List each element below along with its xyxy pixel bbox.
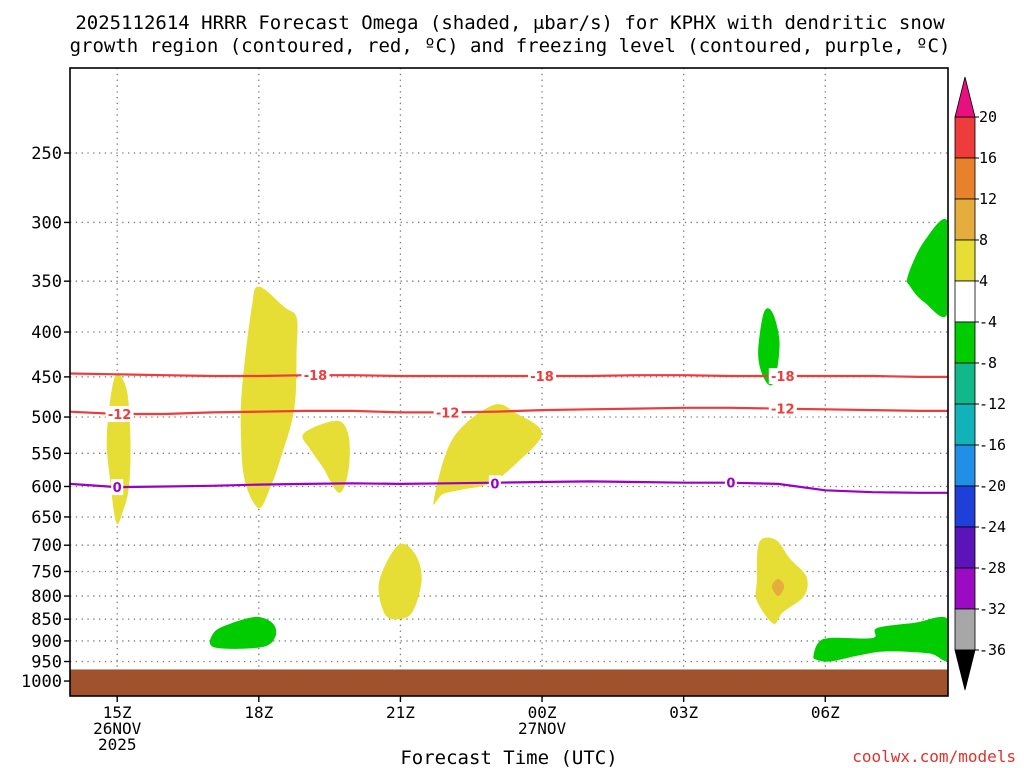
colorbar-tick-label: -20 bbox=[979, 477, 1006, 495]
y-tick-label: 350 bbox=[31, 272, 62, 292]
colorbar-tick-label: 20 bbox=[979, 108, 997, 126]
colorbar-tick-label: -28 bbox=[979, 559, 1006, 577]
omega-region bbox=[209, 616, 277, 649]
colorbar-bin bbox=[954, 403, 976, 446]
contour-label: -12 bbox=[108, 408, 132, 423]
colorbar-bin bbox=[954, 239, 976, 282]
colorbar-bin bbox=[954, 526, 976, 569]
colorbar-bin bbox=[954, 444, 976, 487]
x-tick-label: 27NOV bbox=[518, 719, 567, 738]
y-tick-label: 300 bbox=[31, 213, 62, 233]
colorbar-tick-label: -16 bbox=[979, 436, 1006, 454]
contour-label: -12 bbox=[771, 403, 795, 418]
colorbar-under-triangle bbox=[954, 649, 976, 691]
chart-title-line-1: 2025112614 HRRR Forecast Omega (shaded, … bbox=[75, 12, 945, 34]
contour-label: 0 bbox=[490, 477, 499, 492]
y-tick-label: 900 bbox=[31, 632, 62, 652]
y-tick-label: 700 bbox=[31, 536, 62, 556]
y-tick-label: 400 bbox=[31, 323, 62, 343]
contour-label: -18 bbox=[771, 370, 795, 385]
omega-region bbox=[813, 616, 948, 662]
y-axis-ticks: 2503003504004505005506006507007508008509… bbox=[21, 144, 70, 692]
chart-title-line-2: growth region (contoured, red, ºC) and f… bbox=[70, 35, 951, 57]
contour-label-bg bbox=[301, 367, 330, 384]
colorbar-tick-label: -4 bbox=[979, 313, 997, 331]
plot-background bbox=[70, 68, 948, 696]
colorbar-tick-label: -24 bbox=[979, 518, 1006, 536]
contour-label: -18 bbox=[530, 370, 554, 385]
x-tick-label: 26NOV bbox=[93, 719, 142, 738]
omega-region bbox=[906, 219, 948, 318]
plot-frame bbox=[69, 67, 949, 697]
colorbar-bin bbox=[954, 362, 976, 405]
contour-label-bg bbox=[488, 475, 501, 492]
colorbar-tick-label: 12 bbox=[979, 190, 997, 208]
credit-text: coolwx.com/models bbox=[852, 747, 1016, 766]
contour-label-bg bbox=[768, 400, 797, 417]
contour-label-bg bbox=[724, 474, 737, 491]
contour-label: -12 bbox=[436, 406, 460, 421]
contour-label: -18 bbox=[304, 369, 328, 384]
y-tick-label: 950 bbox=[31, 653, 62, 673]
contour-line bbox=[70, 372, 948, 378]
colorbar-tick-label: 16 bbox=[979, 149, 997, 167]
omega-region bbox=[755, 537, 808, 624]
x-tick-label: 15Z bbox=[103, 703, 132, 722]
x-tick-label: 21Z bbox=[386, 703, 415, 722]
y-tick-label: 750 bbox=[31, 562, 62, 582]
contour-label: 0 bbox=[726, 477, 735, 492]
omega-region bbox=[758, 308, 780, 386]
x-tick-label: 00Z bbox=[528, 703, 557, 722]
y-tick-label: 500 bbox=[31, 408, 62, 428]
x-tick-label: 06Z bbox=[811, 703, 840, 722]
omega-region bbox=[302, 420, 350, 493]
y-tick-label: 600 bbox=[31, 477, 62, 497]
x-tick-label: 18Z bbox=[244, 703, 273, 722]
colorbar-tick-label: 4 bbox=[979, 272, 988, 290]
omega-region bbox=[378, 543, 422, 620]
colorbar-tick-label: -8 bbox=[979, 354, 997, 372]
y-tick-label: 450 bbox=[31, 368, 62, 388]
x-tick-label: 2025 bbox=[98, 735, 137, 754]
x-axis-label: Forecast Time (UTC) bbox=[400, 747, 617, 768]
contour-label: 0 bbox=[113, 481, 122, 496]
contour-line bbox=[70, 480, 948, 494]
colorbar-bin bbox=[954, 157, 976, 200]
contour-label-bg bbox=[768, 368, 797, 385]
contour-label-bg bbox=[111, 479, 124, 496]
colorbar-tick-label: -36 bbox=[979, 641, 1006, 659]
contour-labels: -18 -18 -18 -12 -12 -12 0 0 0 bbox=[105, 367, 797, 496]
colorbar-tick-label: -32 bbox=[979, 600, 1006, 618]
omega-region bbox=[240, 286, 298, 509]
colorbar-bin bbox=[954, 567, 976, 610]
contour-lines bbox=[70, 372, 948, 494]
colorbar-bin bbox=[954, 608, 976, 651]
colorbar-bin bbox=[954, 198, 976, 241]
colorbar-tick-label: 8 bbox=[979, 231, 988, 249]
colorbar-tick-label: -12 bbox=[979, 395, 1006, 413]
colorbar: 20 16 12 8 4 -4 -8 -12 -16 -20 -24 -28 -32 -36 bbox=[954, 76, 1006, 691]
y-tick-label: 650 bbox=[31, 508, 62, 528]
colorbar-bin bbox=[954, 116, 976, 159]
colorbar-bin bbox=[954, 280, 976, 323]
y-tick-label: 550 bbox=[31, 444, 62, 464]
contour-line bbox=[70, 406, 948, 416]
contour-label-bg bbox=[528, 368, 557, 385]
y-tick-label: 850 bbox=[31, 610, 62, 630]
x-tick-label: 03Z bbox=[669, 703, 698, 722]
contour-label-bg bbox=[433, 404, 462, 421]
ground-surface bbox=[70, 669, 948, 696]
omega-region bbox=[771, 579, 785, 597]
y-tick-label: 800 bbox=[31, 587, 62, 607]
contour-label-bg bbox=[105, 405, 134, 422]
colorbar-over-triangle bbox=[954, 76, 976, 118]
y-tick-label: 250 bbox=[31, 144, 62, 164]
y-tick-label: 1000 bbox=[21, 672, 62, 692]
colorbar-bin bbox=[954, 485, 976, 528]
omega-region bbox=[433, 404, 542, 505]
colorbar-bin bbox=[954, 321, 976, 364]
